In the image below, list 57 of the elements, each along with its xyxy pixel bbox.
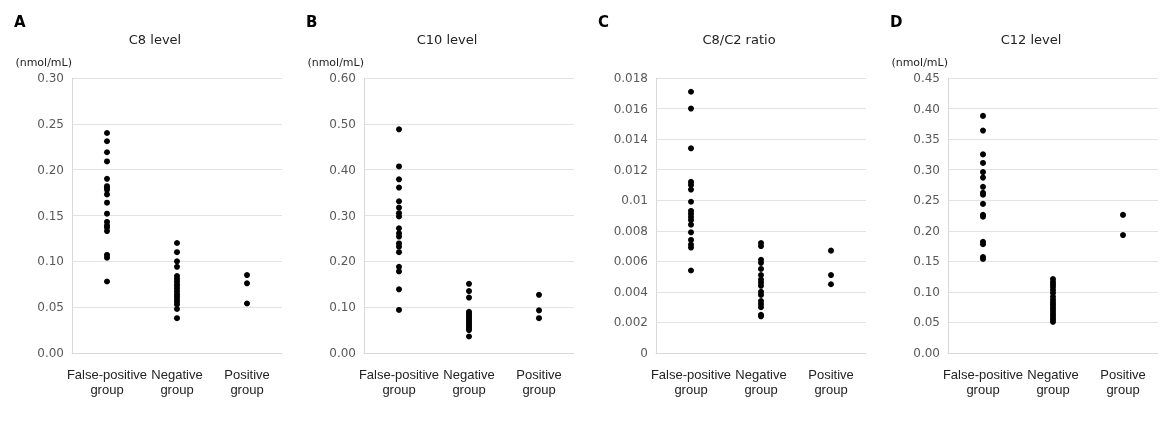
y-tick-label: 0.35 xyxy=(913,132,940,147)
y-tick-label: 0.15 xyxy=(37,208,64,223)
y-tick-label: 0.00 xyxy=(37,346,64,360)
y-tick-label: 0.25 xyxy=(37,116,64,131)
y-tick-label: 0.10 xyxy=(329,300,356,315)
y-axis-title: (nmol/mL) xyxy=(15,56,72,69)
chart-title: C12 level xyxy=(1000,32,1062,47)
y-tick-label: 0.002 xyxy=(613,315,648,330)
y-tick-label: 0.10 xyxy=(913,284,940,299)
x-tick-label: Positive group xyxy=(516,367,562,397)
text: C xyxy=(598,12,610,31)
y-tick-label: 0 xyxy=(640,346,648,360)
y-tick-label: 0.10 xyxy=(37,254,64,269)
x-tick-label: False-positive group xyxy=(66,367,148,397)
chart-title: C10 level xyxy=(416,32,478,47)
y-tick-label: 0.20 xyxy=(329,254,356,269)
y-tick-label: 0.20 xyxy=(37,162,64,177)
y-tick-label: 0.45 xyxy=(913,71,940,85)
x-tick-label: Negative group xyxy=(1027,367,1079,397)
y-tick-label: 0.006 xyxy=(613,254,648,269)
y-tick-label: 0.05 xyxy=(37,300,64,315)
y-axis-title: (nmol/mL) xyxy=(891,56,948,69)
y-tick-label: 0.15 xyxy=(913,254,940,269)
text: A xyxy=(14,12,26,31)
y-tick-label: 0.01 xyxy=(621,193,648,208)
text: D xyxy=(890,12,903,31)
y-tick-label: 0.25 xyxy=(913,193,940,208)
text: B xyxy=(306,12,318,31)
y-tick-label: 0.40 xyxy=(329,162,356,177)
y-tick-label: 0.004 xyxy=(613,284,648,299)
y-tick-label: 0.20 xyxy=(913,223,940,238)
x-tick-label: False-positive group xyxy=(358,367,440,397)
chart-title: C8/C2 ratio xyxy=(702,32,776,47)
y-tick-label: 0.012 xyxy=(613,162,648,177)
y-tick-label: 0.014 xyxy=(613,132,648,147)
x-tick-label: Negative group xyxy=(443,367,495,397)
x-tick-label: False-positive group xyxy=(942,367,1024,397)
x-tick-label: Positive group xyxy=(1100,367,1146,397)
x-tick-label: Negative group xyxy=(735,367,787,397)
x-tick-label: False-positive group xyxy=(650,367,732,397)
y-tick-label: 0.50 xyxy=(329,116,356,131)
y-tick-label: 0.30 xyxy=(913,162,940,177)
x-tick-label: Positive group xyxy=(808,367,854,397)
y-tick-label: 0.60 xyxy=(329,71,356,85)
x-tick-label: Negative group xyxy=(151,367,203,397)
y-tick-label: 0.018 xyxy=(613,71,648,85)
y-tick-label: 0.05 xyxy=(913,315,940,330)
y-tick-label: 0.008 xyxy=(613,223,648,238)
y-tick-label: 0.40 xyxy=(913,101,940,116)
y-tick-label: 0.00 xyxy=(913,346,940,360)
y-tick-label: 0.016 xyxy=(613,101,648,116)
y-axis-title: (nmol/mL) xyxy=(307,56,364,69)
x-tick-label: Positive group xyxy=(224,367,270,397)
y-tick-label: 0.00 xyxy=(329,346,356,360)
y-tick-label: 0.30 xyxy=(37,71,64,85)
chart-title: C8 level xyxy=(128,32,182,47)
y-tick-label: 0.30 xyxy=(329,208,356,223)
